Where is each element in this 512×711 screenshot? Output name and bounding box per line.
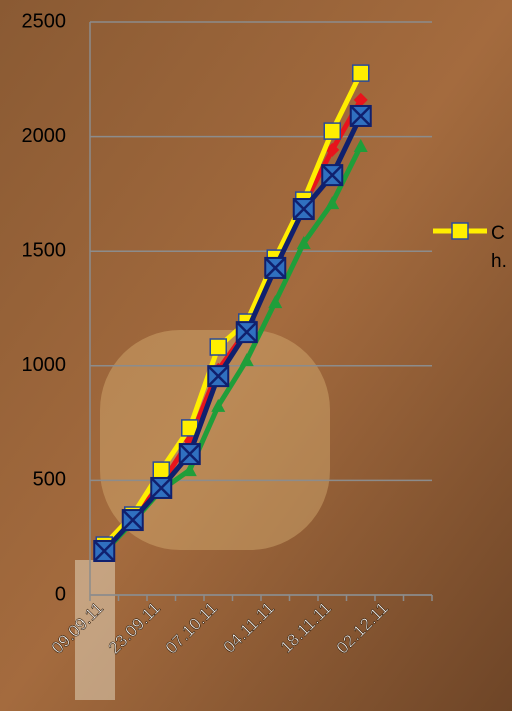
marker-cross bbox=[94, 541, 115, 561]
marker-cross bbox=[122, 510, 143, 530]
marker bbox=[239, 353, 254, 367]
legend-marker bbox=[451, 222, 469, 240]
marker-cross bbox=[350, 106, 371, 126]
marker bbox=[353, 138, 368, 152]
marker-cross bbox=[179, 444, 200, 464]
y-tick-label: 500 bbox=[33, 469, 66, 491]
marker bbox=[296, 235, 311, 249]
marker-cross bbox=[151, 478, 172, 498]
marker bbox=[209, 338, 227, 356]
marker bbox=[325, 196, 340, 210]
marker-cross bbox=[322, 165, 343, 185]
marker-cross bbox=[236, 322, 257, 342]
y-tick-label: 0 bbox=[55, 583, 66, 605]
marker-cross bbox=[293, 199, 314, 219]
series-line bbox=[102, 72, 363, 547]
marker bbox=[268, 295, 283, 309]
marker-cross bbox=[265, 258, 286, 278]
marker-cross bbox=[208, 366, 229, 386]
marker bbox=[323, 122, 341, 140]
y-tick-label: 2000 bbox=[22, 125, 67, 147]
marker bbox=[182, 463, 197, 477]
marker bbox=[325, 142, 340, 157]
y-tick-label: 1000 bbox=[22, 354, 67, 376]
marker bbox=[211, 398, 226, 412]
marker bbox=[353, 92, 368, 107]
marker bbox=[352, 64, 370, 82]
y-tick-label: 2500 bbox=[22, 10, 67, 32]
marker bbox=[152, 461, 170, 479]
y-tick-label: 1500 bbox=[22, 239, 67, 261]
legend-label: C h. bbox=[491, 223, 507, 272]
series-line bbox=[102, 114, 364, 553]
photo-detail bbox=[75, 560, 115, 700]
